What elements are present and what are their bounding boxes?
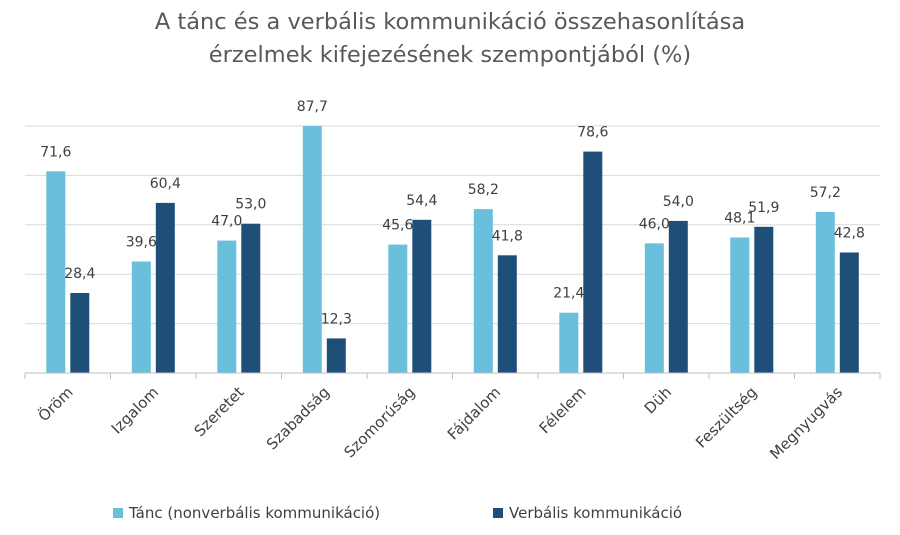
data-label-verbalis-2: 60,4: [150, 176, 181, 192]
data-label-tanc-9: 48,1: [724, 211, 755, 227]
data-label-verbalis-1: 28,4: [64, 266, 95, 282]
data-label-tanc-1: 71,6: [40, 144, 71, 160]
x-axis-label-3: Szeretet: [191, 383, 248, 440]
bar-verbalis-7: [583, 151, 603, 373]
legend: Tánc (nonverbális kommunikáció) Verbális…: [113, 504, 682, 522]
bar-tanc-4: [302, 126, 322, 373]
data-label-verbalis-6: 41,8: [492, 228, 523, 244]
x-axis-label-7: Félelem: [536, 383, 590, 437]
bar-tanc-1: [46, 171, 66, 373]
bar-tanc-10: [815, 211, 835, 373]
data-label-tanc-10: 57,2: [810, 185, 841, 201]
legend-label-verbalis: Verbális kommunikáció: [509, 504, 682, 522]
bar-verbalis-3: [241, 223, 261, 373]
data-label-tanc-2: 39,6: [126, 235, 157, 251]
bar-verbalis-4: [326, 338, 346, 373]
data-label-tanc-8: 46,0: [639, 216, 670, 232]
data-label-verbalis-9: 51,9: [748, 200, 779, 216]
x-axis-ticks: [24, 373, 881, 379]
bar-verbalis-2: [155, 202, 175, 373]
bar-tanc-9: [730, 237, 750, 373]
bar-tanc-5: [388, 244, 408, 373]
data-label-tanc-6: 58,2: [468, 182, 499, 198]
x-axis-label-8: Düh: [641, 383, 675, 417]
data-label-verbalis-3: 53,0: [235, 197, 266, 213]
x-axis-label-9: Feszültség: [692, 383, 760, 451]
legend-swatch-tanc: [113, 508, 123, 518]
chart-title-line-1: A tánc és a verbális kommunikáció összeh…: [155, 9, 745, 35]
x-axis-label-1: Öröm: [34, 382, 77, 425]
bar-tanc-3: [217, 240, 237, 373]
chart-title: A tánc és a verbális kommunikáció összeh…: [155, 9, 745, 68]
data-label-verbalis-8: 54,0: [663, 194, 694, 210]
data-label-verbalis-10: 42,8: [834, 226, 865, 242]
data-label-verbalis-4: 12,3: [321, 311, 352, 327]
data-labels: 71,6 28,4 39,6 60,4 47,053,0 87,7 12,3 45,6 54,4…: [40, 99, 865, 327]
x-axis-label-5: Szomorúság: [340, 383, 418, 461]
data-label-verbalis-5: 54,4: [406, 193, 437, 209]
bars: [46, 126, 859, 373]
x-axis-label-6: Fájdalom: [444, 383, 504, 443]
x-axis-label-4: Szabadság: [263, 383, 333, 453]
legend-swatch-verbalis: [493, 508, 503, 518]
bar-verbalis-1: [70, 293, 90, 373]
bar-verbalis-8: [668, 220, 688, 373]
bar-tanc-8: [644, 243, 664, 373]
bar-tanc-6: [473, 209, 493, 373]
data-label-tanc-5: 45,6: [382, 218, 413, 234]
bar-verbalis-9: [754, 226, 774, 373]
x-axis-labels: Öröm Izgalom Szeretet Szabadság Szomorúság Fá…: [34, 382, 846, 463]
bar-verbalis-6: [497, 255, 517, 373]
data-label-verbalis-7: 78,6: [577, 125, 608, 141]
legend-label-tanc: Tánc (nonverbális kommunikáció): [128, 504, 380, 522]
bar-tanc-7: [559, 312, 579, 373]
x-axis-label-10: Megnyugvás: [766, 383, 846, 463]
bar-tanc-2: [131, 261, 151, 373]
bar-verbalis-5: [412, 219, 432, 373]
data-label-tanc-4: 87,7: [297, 99, 328, 115]
data-label-tanc-7: 21,4: [553, 286, 584, 302]
data-label-tanc-3: 47,0: [211, 214, 242, 230]
bar-verbalis-10: [839, 252, 859, 373]
x-axis-label-2: Izgalom: [108, 383, 162, 437]
chart-title-line-2: érzelmek kifejezésének szempontjából (%): [209, 42, 691, 68]
